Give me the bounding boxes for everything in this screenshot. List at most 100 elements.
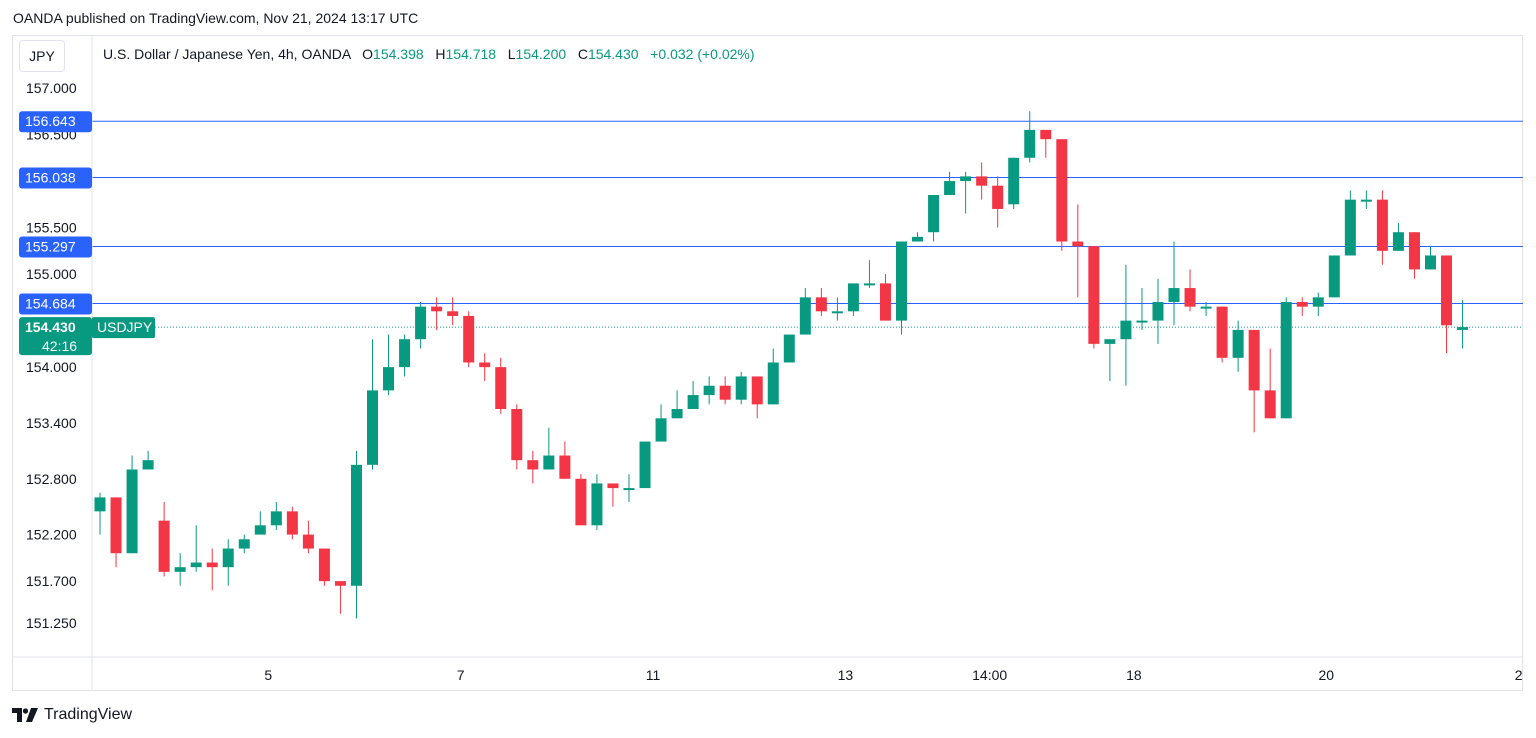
candle-body [639,441,651,489]
candle-body [142,460,154,470]
candle-body [783,334,795,363]
candle-body [511,409,523,461]
legend-high-value: 154.718 [445,46,497,62]
candle-body [1104,339,1116,344]
candle-body [431,306,443,312]
candle-body [527,460,539,470]
time-tick-label: 18 [1126,667,1142,683]
time-tick-label: 20 [1319,667,1335,683]
candle-body [1457,327,1469,330]
candle-body [1072,241,1084,247]
candle-body [847,283,859,312]
candle-body [671,409,683,419]
candle-body [543,455,555,470]
candle-body [302,534,314,549]
candle-body [1216,306,1228,358]
candles [94,111,1469,619]
candle-body [623,488,635,491]
level-price-tag-label: 156.038 [25,170,76,186]
current-price-label: 154.430 [25,319,76,335]
candle-body [367,390,379,465]
candle-body [1296,302,1308,307]
candle-body [1360,199,1372,202]
candle-body [1441,255,1453,326]
candle-body [94,497,106,512]
candle-body [1168,288,1180,302]
time-tick-label: 7 [457,667,465,683]
candle-body [1136,320,1148,323]
candle-body [1392,232,1404,251]
candle-body [415,306,427,340]
candle-body [1008,157,1020,205]
tradingview-logo[interactable]: TradingView [12,706,132,724]
legend-close-value: 154.430 [587,46,639,62]
candle-body [767,362,779,405]
candle-body [928,195,940,233]
brand-name: TradingView [44,706,133,723]
price-tick-label: 154.000 [26,359,77,375]
candle-body [1248,329,1260,391]
candle-body [591,483,603,526]
price-tick-label: 155.500 [26,220,77,236]
candle-body [350,464,362,586]
symbol-tag [92,317,155,339]
candle-body [399,339,411,368]
candle-body [687,395,699,409]
time-axis: 5 7 11 13 14:00 18 20 2 [13,656,1523,683]
candle-body [110,497,122,554]
candle-body [334,581,346,586]
candle-body [912,236,924,242]
time-tick-label: 11 [646,667,661,683]
time-tick-label: 13 [838,667,854,683]
legend-high-label: H [435,46,446,62]
candle-body [1152,302,1164,321]
price-tick-label: 152.800 [26,471,77,487]
currency-button[interactable]: JPY [19,40,65,72]
price-tick-label: 155.000 [26,266,77,282]
candle-body [479,362,491,368]
legend-open-label: O [362,46,374,62]
price-tick-label: 151.250 [26,615,77,631]
candle-body [254,525,266,535]
legend-open-value: 154.398 [373,46,424,62]
candle-body [960,176,972,182]
legend-low-label: L [507,46,516,62]
countdown-label: 42:16 [42,338,77,354]
candle-body [1040,129,1052,140]
level-price-tag-label: 156.643 [25,113,76,129]
candle-body [1344,199,1356,256]
candle-body [1424,255,1436,270]
price-tick-label: 157.000 [26,80,77,96]
level-price-tag [19,111,92,133]
candle-body [1024,129,1036,158]
chart-frame[interactable] [12,35,1523,691]
candle-body [655,418,667,442]
time-tick-label: 5 [264,667,272,683]
ohlc-legend: U.S. Dollar / Japanese Yen, 4h, OANDA O1… [103,46,755,62]
candle-body [1088,246,1100,344]
legend-low-value: 154.200 [515,46,567,62]
candle-body [318,548,330,582]
candle-body [174,567,186,572]
candle-body [495,367,507,409]
candle-body [463,315,475,363]
level-price-tag [19,167,92,189]
legend-change: +0.032 (+0.02%) [650,46,755,62]
candle-body [896,241,907,321]
candle-body [976,176,988,186]
candle-body [1264,390,1276,419]
price-tick-label: 151.700 [26,573,77,589]
candle-body [559,455,571,479]
candle-body [944,181,956,195]
candle-body [863,283,875,286]
level-price-tag [19,236,92,258]
candle-body [447,311,459,316]
candle-body [383,367,395,391]
candle-body [815,297,827,312]
candle-body [719,385,731,400]
candle-body [607,483,619,489]
candle-body [126,469,138,554]
candle-body [1184,288,1196,307]
candle-body [992,185,1004,209]
